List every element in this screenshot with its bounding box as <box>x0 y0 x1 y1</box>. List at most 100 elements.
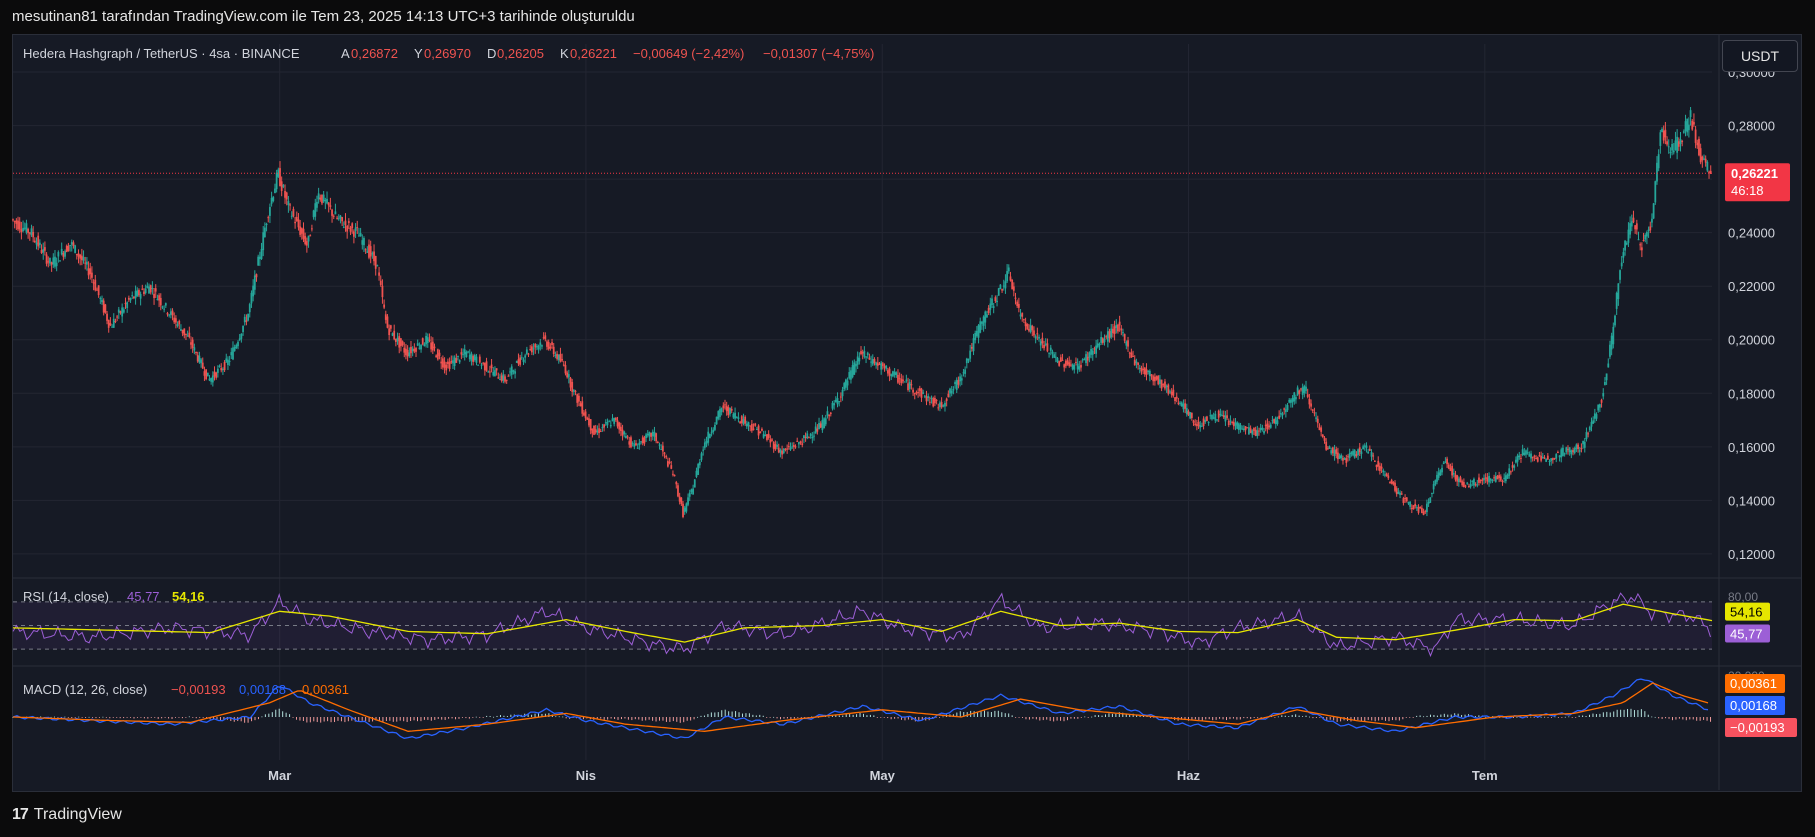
candle-body <box>1051 351 1054 354</box>
candle-body <box>987 307 990 314</box>
macd-histogram-bar <box>57 717 59 718</box>
macd-histogram-bar <box>693 717 695 720</box>
candle-body <box>1286 405 1289 411</box>
macd-histogram-bar <box>1201 717 1203 721</box>
candle-body <box>547 341 550 350</box>
macd-histogram-bar <box>759 714 761 717</box>
candle-body <box>158 295 160 301</box>
macd-histogram-bar <box>493 716 495 718</box>
candle-body <box>1145 369 1148 375</box>
candle-body <box>1229 420 1232 422</box>
candle-body <box>645 434 647 438</box>
candle-body <box>1254 429 1257 436</box>
candle-body <box>732 413 735 418</box>
macd-histogram-bar <box>862 713 864 717</box>
candle-body <box>1316 418 1319 424</box>
macd-histogram-bar <box>1132 713 1134 717</box>
candle-body <box>1239 424 1242 430</box>
candle-body <box>1484 477 1487 479</box>
macd-histogram-bar <box>676 717 678 722</box>
currency-button[interactable]: USDT <box>1722 40 1798 72</box>
candle-body <box>1326 448 1329 450</box>
candle-body <box>1652 203 1655 219</box>
candle-body <box>1338 455 1341 459</box>
candle-body <box>512 370 515 372</box>
candle-body <box>603 424 605 428</box>
candle-body <box>761 428 763 431</box>
candle-body <box>1182 403 1185 410</box>
macd-histogram-bar <box>1440 714 1442 717</box>
candle-body <box>806 433 809 439</box>
macd-histogram-bar <box>306 717 308 723</box>
candle-body <box>425 335 427 345</box>
candle-body <box>729 407 731 414</box>
candle-body <box>55 262 58 267</box>
macd-histogram-bar <box>538 713 540 717</box>
macd-histogram-bar <box>1429 714 1431 717</box>
macd-histogram-bar <box>1260 717 1262 718</box>
macd-histogram-bar <box>1661 717 1663 719</box>
candle-body <box>1197 421 1200 427</box>
candle-body <box>1390 479 1393 484</box>
candle-body <box>257 256 260 266</box>
candle-body <box>527 353 530 355</box>
candle-body <box>420 344 422 350</box>
candle-body <box>991 298 993 306</box>
macd-histogram-bar <box>1668 717 1670 719</box>
candle-body <box>1659 132 1662 146</box>
candle-body <box>1676 136 1679 153</box>
macd-histogram-bar <box>1616 709 1618 717</box>
candle-body <box>1370 452 1373 457</box>
macd-histogram-bar <box>942 716 944 718</box>
candle-body <box>23 227 26 229</box>
macd-histogram-bar <box>71 717 73 719</box>
candle-body <box>1155 376 1158 380</box>
macd-histogram-bar <box>1564 716 1566 718</box>
candle-body <box>430 342 433 350</box>
candle-body <box>1101 338 1104 344</box>
candle-body <box>218 365 221 367</box>
candle-body <box>1016 301 1019 307</box>
macd-histogram-bar <box>1094 715 1096 717</box>
candle-body <box>1412 505 1415 510</box>
candle-body <box>122 309 125 313</box>
candle-body <box>1345 458 1348 463</box>
candle-body <box>1446 458 1448 465</box>
macd-histogram-bar <box>1609 712 1611 717</box>
candle-body <box>223 362 226 371</box>
candle-body <box>638 442 641 446</box>
candle-body <box>742 419 745 424</box>
candle-body <box>1343 458 1346 460</box>
candle-body <box>700 453 703 460</box>
candle-body <box>305 241 308 246</box>
candle-body <box>1162 384 1165 386</box>
macd-histogram-bar <box>67 717 69 718</box>
candle-body <box>1400 493 1403 495</box>
candle-body <box>799 441 802 444</box>
candle-body <box>499 379 501 381</box>
candle-body <box>1201 425 1203 427</box>
macd-histogram-bar <box>423 717 425 720</box>
macd-histogram-bar <box>856 714 858 717</box>
candle-body <box>1204 420 1207 422</box>
candle-body <box>797 442 800 445</box>
candle-body <box>1076 363 1079 370</box>
candle-body <box>200 359 202 364</box>
candle-body <box>1632 217 1635 223</box>
candle-body <box>89 268 92 274</box>
macd-histogram-bar <box>268 713 270 717</box>
macd-histogram-bar <box>1101 715 1103 717</box>
candle-body <box>818 422 820 430</box>
candle-body <box>341 217 344 222</box>
candle-body <box>1180 402 1183 407</box>
candle-body <box>371 253 374 255</box>
candle-body <box>1563 453 1566 455</box>
candle-body <box>730 408 733 411</box>
macd-histogram-bar <box>544 713 546 717</box>
candle-body <box>591 428 594 434</box>
candle-body <box>1424 511 1427 513</box>
macd-histogram-bar <box>1443 713 1445 717</box>
macd-histogram-bar <box>603 717 605 720</box>
candle-body <box>393 330 396 340</box>
